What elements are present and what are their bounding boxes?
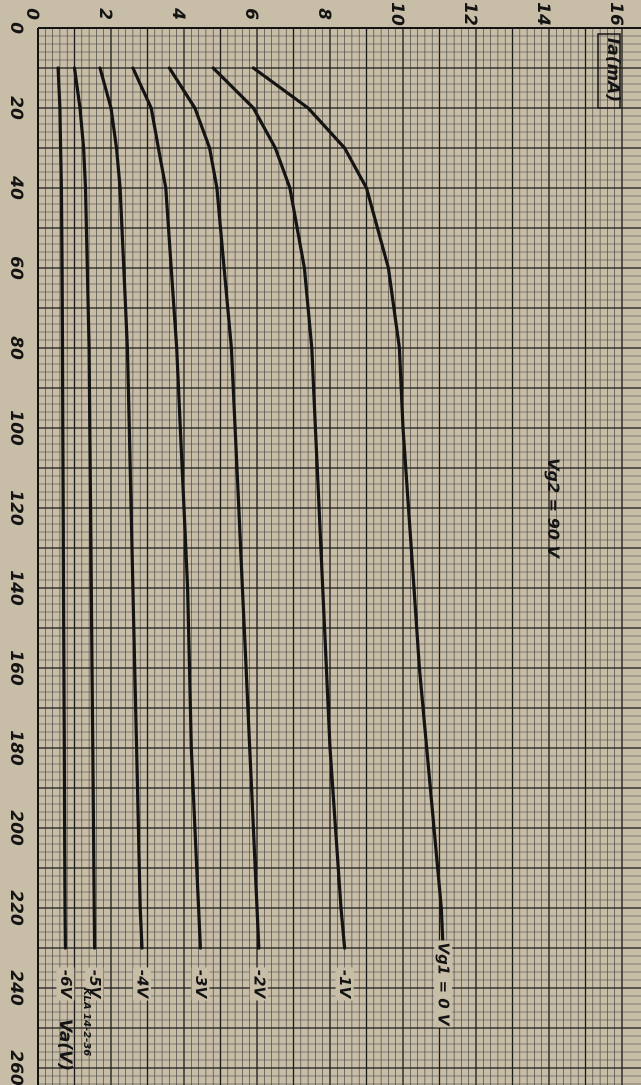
curve-1 [211,66,347,950]
curve-label: Vg1 = 0 V [435,942,453,1026]
curve-2 [167,66,261,950]
ia-tick-label: 12 [460,2,480,26]
va-tick-label: 20 [6,96,26,120]
labels: Ia(mA) Va(V) Vg2 = 90 V KLA 14-2-36 0 2 4 6… [6,2,626,1085]
vg2-annotation: Vg2 = 90 V [544,458,563,559]
curve-label: -1V [336,970,354,1000]
curve-label-bg [85,967,104,1001]
curve-label: -4V [134,970,152,1000]
va-tick-label: 120 [6,490,26,526]
ia-tick-label: 14 [533,2,553,26]
curve-label-bg [56,967,75,1001]
curve-0 [251,66,445,950]
ia-title-box [597,33,621,109]
va-tick-label: 260 [6,1050,26,1085]
x-axis-title: Va(V) [55,1019,75,1071]
curve-6 [56,66,67,950]
ia-tick-label: 2 [95,8,115,20]
curve-label-bg [249,967,268,1001]
ia-tick-label: 6 [241,8,261,20]
ia-tick-label: 10 [387,2,407,26]
curves: Vg1 = 0 V -1V -2V -3V -4V -5V -6V [56,66,453,1028]
va-tick-label: 80 [6,336,26,360]
curve-label-bg [191,967,210,1001]
curve-5 [72,66,97,950]
curve-label-bg [133,967,152,1001]
curve-label: -2V [250,970,268,1000]
curve-label: -6V [57,970,75,1000]
va-tick-label: 100 [6,410,26,446]
va-tick-label: 220 [6,890,26,926]
y-axis-title: Ia(mA) [603,38,623,102]
va-tick-label: 160 [6,650,26,686]
grid [37,27,641,1085]
ia-tick-label: 0 [22,8,42,20]
curve-label-bg [434,940,453,1028]
date-stamp: KLA 14-2-36 [81,988,92,1056]
ia-tick-label: 8 [314,8,334,20]
curve-4 [98,66,144,950]
va-tick-label: 240 [6,970,26,1006]
va-tick-label: 180 [6,730,26,766]
curve-label-bg [335,967,354,1001]
curve-label: -3V [192,970,210,1000]
va-tick-label: 0 [6,22,26,34]
va-tick-label: 40 [6,175,26,200]
va-tick-label: 140 [6,570,26,606]
curve-label: -5V [86,970,104,1000]
va-tick-label: 200 [6,810,26,846]
ia-tick-label: 16 [606,2,626,26]
ia-tick-label: 4 [168,7,188,20]
curve-3 [131,66,202,950]
va-tick-label: 60 [6,256,26,280]
